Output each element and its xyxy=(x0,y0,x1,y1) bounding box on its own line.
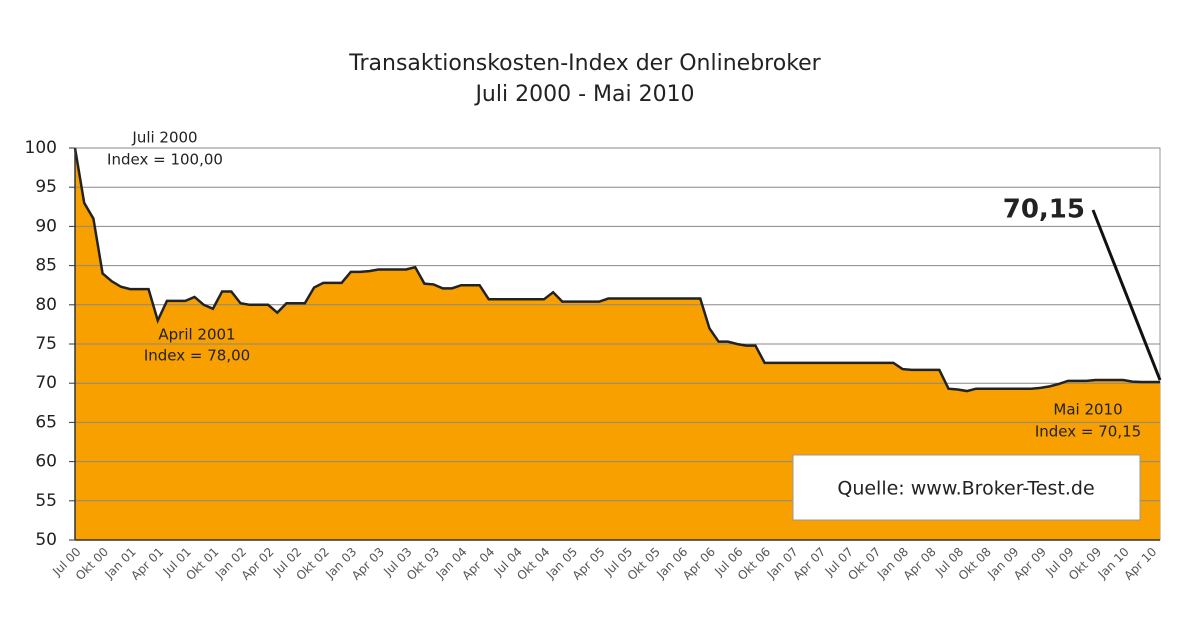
annotation: Mai 2010 xyxy=(1053,401,1122,419)
y-tick-label: 65 xyxy=(35,412,57,432)
y-tick-label: 80 xyxy=(35,295,57,315)
callout-label: 70,15 xyxy=(1003,195,1085,225)
annotation: Juli 2000 xyxy=(131,129,197,147)
annotation: April 2001 xyxy=(158,326,235,344)
y-tick-label: 50 xyxy=(35,530,57,550)
y-tick-label: 95 xyxy=(35,177,57,197)
y-tick-label: 90 xyxy=(35,216,57,236)
y-tick-label: 100 xyxy=(25,138,57,158)
annotation: Index = 100,00 xyxy=(107,151,223,169)
y-tick-label: 55 xyxy=(35,491,57,511)
source: Quelle: www.Broker-Test.de xyxy=(837,478,1094,500)
y-tick-label: 75 xyxy=(35,334,57,354)
y-tick-label: 60 xyxy=(35,452,57,472)
chart-title: Transaktionskosten-Index der Onlinebroke… xyxy=(348,51,821,76)
chart-subtitle: Juli 2000 - Mai 2010 xyxy=(473,82,694,107)
annotation: Index = 78,00 xyxy=(144,347,250,365)
annotation: Index = 70,15 xyxy=(1035,423,1141,441)
callout-line xyxy=(1091,209,1162,381)
y-tick-label: 70 xyxy=(35,373,57,393)
source-box xyxy=(792,454,1141,521)
line xyxy=(73,147,1160,393)
y-tick-label: 85 xyxy=(35,256,57,276)
